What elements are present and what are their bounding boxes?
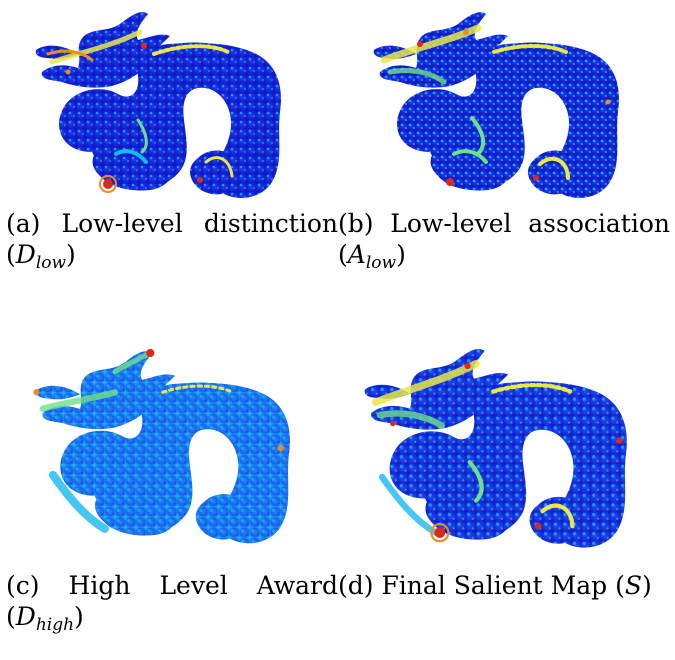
caption-b-word-1: Low-level bbox=[390, 209, 512, 238]
dragon-saliency-image-a bbox=[35, 12, 281, 199]
caption-c: (c) High Level Award (Dhigh) bbox=[6, 570, 338, 641]
salient-highlights-c bbox=[39, 350, 235, 533]
dragon-saliency-image-d bbox=[364, 348, 627, 548]
caption-a-word-2: distinction bbox=[203, 209, 338, 238]
caption-c-word-2: Level bbox=[159, 571, 228, 600]
caption-c-word-1: High bbox=[68, 571, 131, 600]
caption-a-label: (a) bbox=[6, 209, 41, 238]
caption-b-label: (b) bbox=[338, 209, 374, 238]
caption-c-math: (Dhigh) bbox=[6, 602, 84, 635]
dragon-saliency-image-b bbox=[373, 12, 619, 199]
caption-a-word-1: Low-level bbox=[61, 209, 183, 238]
salient-highlights-d bbox=[371, 360, 575, 536]
figure-panel-b: (b) Low-level association (Alow) bbox=[338, 0, 675, 300]
salient-highlights-a bbox=[46, 29, 234, 178]
figure-panel-c: (c) High Level Award (Dhigh) bbox=[0, 330, 338, 660]
caption-a-math: (Dlow) bbox=[6, 240, 76, 273]
caption-c-label: (c) bbox=[6, 571, 40, 600]
dragon-saliency-image-c bbox=[33, 348, 290, 544]
figure-panel-d: (d) Final Salient Map (S) bbox=[338, 330, 675, 660]
caption-d-text: (d) Final Salient Map (S) bbox=[338, 571, 652, 600]
figure-panel-a: (a) Low-level distinction (Dlow) bbox=[0, 0, 338, 300]
salient-highlights-b bbox=[380, 24, 570, 180]
caption-a: (a) Low-level distinction (Dlow) bbox=[6, 208, 338, 279]
caption-d: (d) Final Salient Map (S) bbox=[338, 570, 673, 601]
caption-b: (b) Low-level association (Alow) bbox=[338, 208, 670, 279]
caption-b-math: (Alow) bbox=[338, 240, 406, 273]
caption-b-word-2: association bbox=[528, 209, 670, 238]
caption-c-word-3: Award bbox=[256, 571, 338, 600]
